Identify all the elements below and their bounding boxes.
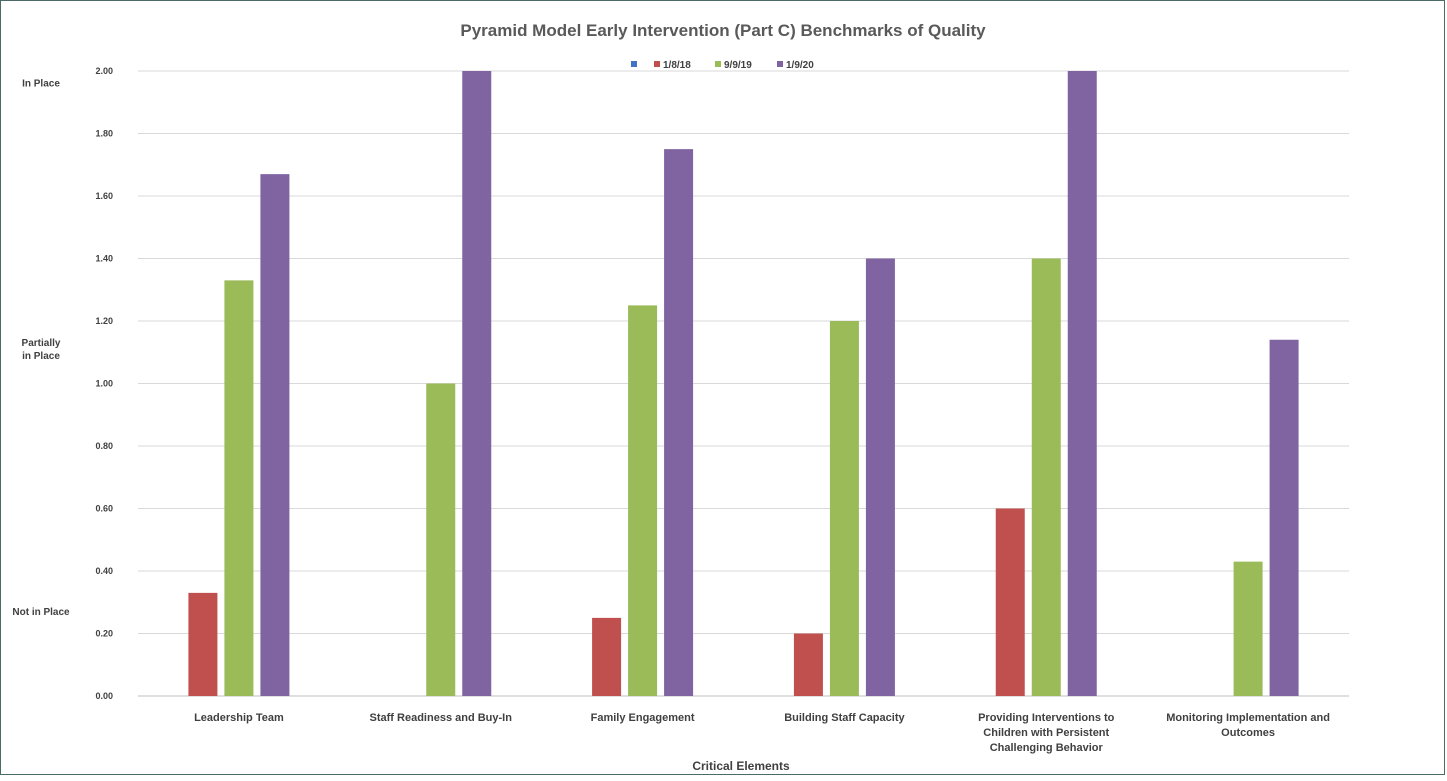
- y-tick-label: 0.00: [95, 691, 113, 701]
- bar: [1067, 71, 1097, 696]
- y-tick-label: 1.20: [95, 316, 113, 326]
- category-label: Family Engagement: [591, 712, 695, 724]
- bar: [865, 258, 895, 696]
- y-axis-ticks: 0.00 0.20 0.40 0.60 0.80 1.00 1.20 1.40 1.60 1.80…: [95, 66, 113, 701]
- bar: [1269, 339, 1299, 696]
- y-tick-label: 1.80: [95, 129, 113, 139]
- bar: [224, 280, 254, 696]
- y-tick-label: 0.20: [95, 629, 113, 639]
- bar: [793, 633, 823, 696]
- bar: [592, 617, 622, 696]
- quality-level-labels: In Place Partially in Place Not in Place: [12, 79, 70, 618]
- bar: [664, 149, 694, 696]
- y-tick-label: 1.40: [95, 254, 113, 264]
- legend-swatch: [715, 61, 721, 67]
- y-tick-label: 0.80: [95, 441, 113, 451]
- legend-swatch: [777, 61, 783, 67]
- bar: [995, 508, 1025, 696]
- y-tick-label: 0.40: [95, 566, 113, 576]
- bar: [426, 383, 456, 696]
- legend-swatch: [631, 61, 637, 67]
- category-label: Staff Readiness and Buy-In: [370, 712, 513, 724]
- bar: [260, 174, 290, 696]
- bar: [1233, 561, 1263, 696]
- y-tick-label: 1.00: [95, 379, 113, 389]
- bar: [462, 71, 492, 696]
- bars: [188, 71, 1299, 696]
- category-label: Monitoring Implementation and Outcomes: [1166, 712, 1330, 739]
- quality-level-label: Partially in Place: [22, 338, 61, 362]
- bar: [628, 305, 658, 696]
- legend-label: 1/8/18: [663, 60, 691, 71]
- category-labels: Leadership Team Staff Readiness and Buy-I…: [194, 712, 1330, 754]
- legend: 1/8/18 9/9/19 1/9/20: [631, 60, 814, 71]
- category-label: Leadership Team: [194, 712, 284, 724]
- bar: [188, 592, 218, 696]
- legend-label: 1/9/20: [786, 60, 814, 71]
- quality-level-label: Not in Place: [12, 607, 70, 618]
- x-axis-label: Critical Elements: [692, 759, 790, 773]
- bar: [1031, 258, 1061, 696]
- legend-label: 9/9/19: [724, 60, 752, 71]
- chart-title: Pyramid Model Early Intervention (Part C…: [460, 21, 986, 40]
- category-label: Providing Interventions to Children with …: [978, 712, 1115, 754]
- gridlines: [138, 70, 1349, 697]
- bar: [829, 321, 859, 696]
- y-tick-label: 1.60: [95, 191, 113, 201]
- y-tick-label: 0.60: [95, 504, 113, 514]
- legend-swatch: [654, 61, 660, 67]
- category-label: Building Staff Capacity: [784, 712, 905, 724]
- y-tick-label: 2.00: [95, 66, 113, 76]
- quality-level-label: In Place: [22, 79, 60, 90]
